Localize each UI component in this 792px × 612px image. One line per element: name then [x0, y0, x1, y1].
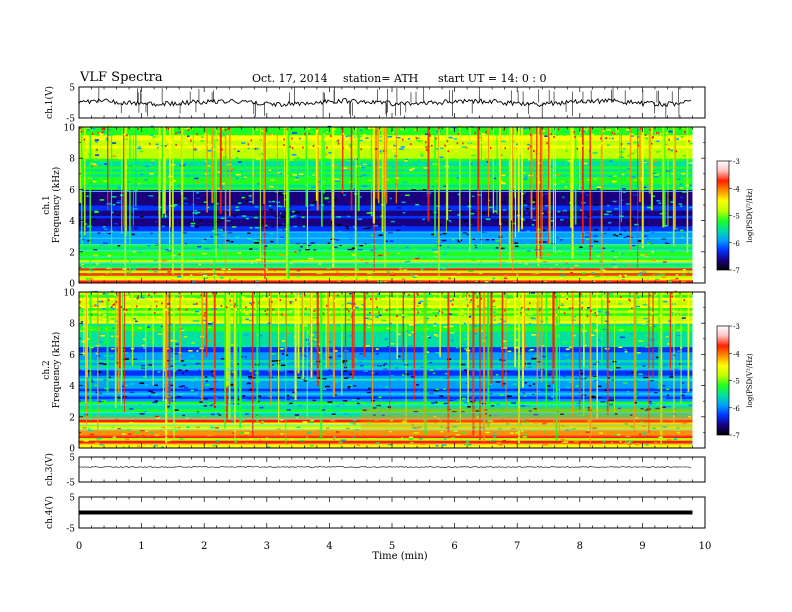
date-label: Oct. 17, 2014: [252, 72, 328, 85]
ch4-ylabel: ch.4(V): [44, 496, 55, 529]
spec2-ylabel: Frequency (kHz): [51, 332, 62, 409]
spec2-axes: 0 2 4 6 8 10 ch.2 Frequency (kHz) -3 -4 -5 -6 -7 log(…: [42, 289, 754, 455]
ch1-axes: 5 -5 ch.1(V): [44, 84, 706, 125]
spec1-colorbar-tick: -3: [733, 158, 740, 166]
spec2-colorbar-tick: -7: [733, 432, 740, 440]
spec1-ytick-label: 6: [69, 186, 75, 196]
spec1-ytick-label: 10: [64, 124, 76, 134]
spec1-colorbar-tick: -6: [733, 240, 740, 248]
ch1-ytick-label: -5: [66, 115, 75, 125]
ch4-axes: 5 -5 ch.4(V): [44, 494, 706, 535]
spec1-spectrogram: [79, 125, 705, 284]
spec1-colorbar: -3 -4 -5 -6 -7 log(PSD(V²/Hz): [716, 158, 754, 275]
spec1-ytick-label: 0: [69, 280, 75, 290]
spec1-ytick-label: 2: [69, 248, 75, 258]
spec2-colorbar: -3 -4 -5 -6 -7 log(PSD(V²/Hz): [716, 323, 754, 440]
ch1-ylabel: ch.1(V): [44, 86, 55, 119]
x-tick-label: 1: [138, 541, 144, 552]
spec2-ytick-label: 0: [69, 445, 75, 455]
x-axis: 0 1 2 3 4 5 6 7 8 9 10 Time (min): [76, 541, 712, 562]
spec2-ytick-label: 6: [69, 351, 75, 361]
spec2-colorbar-tick: -4: [733, 350, 740, 358]
spec1-ytick-label: 4: [69, 217, 75, 227]
spec2-ytick-label: 4: [69, 382, 75, 392]
spec2-ytick-label: 2: [69, 413, 75, 423]
x-tick-label: 0: [76, 541, 82, 552]
spec2-channel-label: ch.2: [42, 360, 52, 379]
x-tick-label: 9: [639, 541, 645, 552]
x-tick-label: 10: [699, 541, 712, 552]
ch1-ytick-label: 5: [69, 84, 75, 94]
x-tick-label: 7: [514, 541, 520, 552]
chart-title: VLF Spectra: [80, 70, 163, 85]
ch3-ytick-label: -5: [66, 479, 75, 489]
x-tick-label: 3: [264, 541, 270, 552]
spec1-colorbar-tick: -7: [733, 267, 740, 275]
spec2-colorbar-label: log(PSD(V²/Hz): [746, 353, 754, 408]
spec2-ytick-label: 10: [64, 289, 76, 299]
spec2-colorbar-tick: -6: [733, 405, 740, 413]
ch3-ytick-label: 5: [69, 454, 75, 464]
spec1-ylabel: Frequency (kHz): [51, 167, 62, 244]
spec2-colorbar-tick: -5: [733, 378, 740, 386]
x-axis-label: Time (min): [372, 551, 427, 562]
spec2-colorbar-tick: -3: [733, 323, 740, 331]
spec1-channel-label: ch.1: [42, 195, 52, 214]
start-time-label: start UT = 14: 0 : 0: [438, 72, 547, 85]
ch3-axes: 5 -5 ch.3(V): [44, 453, 706, 489]
ch4-ytick-label: 5: [69, 494, 75, 504]
station-label: station= ATH: [343, 72, 419, 85]
spec1-colorbar-label: log(PSD(V²/Hz): [746, 188, 754, 243]
spec1-colorbar-tick: -4: [733, 185, 740, 193]
x-tick-label: 4: [326, 541, 332, 552]
spec2-ytick-label: 8: [69, 320, 75, 330]
spec1-ytick-label: 8: [69, 155, 75, 165]
spec1-axes: 0 2 4 6 8 10 ch.1 Frequency (kHz) -3 -4 -5 -6 -7 log(…: [42, 124, 754, 290]
spec1-colorbar-tick: -5: [733, 213, 740, 221]
ch1-trace: [78, 87, 692, 118]
x-tick-label: 8: [577, 541, 583, 552]
x-tick-label: 5: [389, 541, 395, 552]
x-tick-label: 6: [451, 541, 457, 552]
ch4-ytick-label: -5: [66, 525, 75, 535]
spec2-spectrogram: [79, 290, 705, 449]
x-tick-label: 2: [201, 541, 207, 552]
ch4-trace: [79, 510, 693, 515]
ch3-ylabel: ch.3(V): [44, 453, 55, 486]
ch3-trace: [78, 466, 692, 468]
